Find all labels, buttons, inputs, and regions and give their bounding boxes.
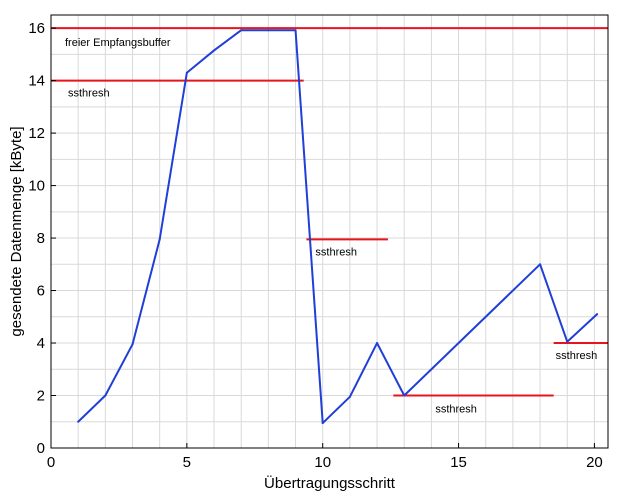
y-tick-label: 2 [37,388,45,405]
data-point [104,394,107,397]
data-point [566,340,569,343]
y-tick-label: 10 [28,178,45,195]
y-tick-label: 6 [37,283,45,300]
y-tick-label: 8 [37,230,45,247]
threshold-labels: freier Empfangsbuffer ssthresh ssthresh sst… [65,37,597,415]
threshold-label: ssthresh [556,350,598,362]
threshold-label: ssthresh [68,88,110,100]
data-point [539,263,542,266]
x-tick-label: 15 [450,454,467,471]
data-point [158,238,161,241]
data-point [321,422,324,425]
x-axis-label: Übertragungsschritt [264,474,396,492]
tick-labels: 0 5 10 15 20 0 2 4 6 8 10 12 14 16 [28,20,602,471]
y-tick-label: 12 [28,125,45,142]
threshold-label: freier Empfangsbuffer [65,37,171,49]
threshold-label: ssthresh [435,404,477,416]
threshold-lines [51,27,608,397]
x-tick-label: 20 [586,454,603,471]
data-point [376,342,379,345]
data-point [294,29,297,32]
data-point [77,420,80,423]
y-tick-label: 0 [37,440,45,457]
data-point [131,343,134,346]
y-tick-label: 4 [37,335,45,352]
y-axis-label: gesendete Datenmenge [kByte] [8,126,25,336]
data-point [348,395,351,398]
data-series [77,29,599,425]
x-tick-label: 5 [183,454,191,471]
data-point [403,394,406,397]
y-tick-label: 16 [28,20,45,37]
data-point [596,313,599,316]
plot-frame [50,14,609,449]
data-point [240,29,243,32]
x-tick-label: 10 [314,454,331,471]
data-point [213,49,216,52]
threshold-label: ssthresh [315,246,357,258]
series-line [77,29,598,425]
x-tick-label: 0 [47,454,55,471]
y-tick-label: 14 [28,73,45,90]
data-point [185,71,188,74]
data-point [267,29,270,32]
